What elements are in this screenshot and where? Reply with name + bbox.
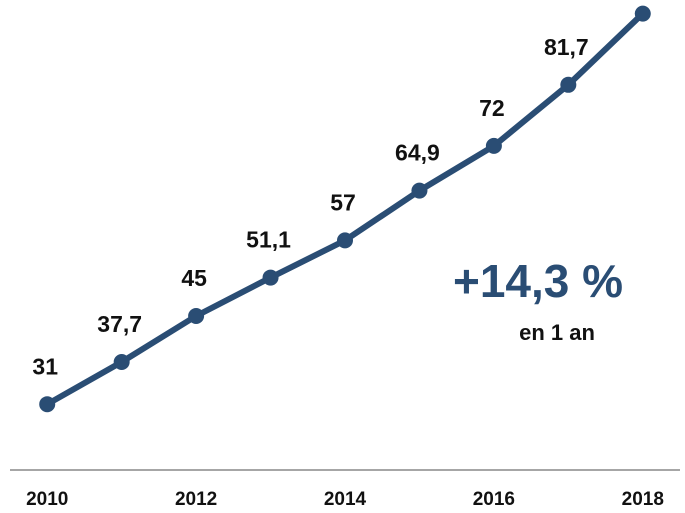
point [485,137,502,154]
point [411,182,428,199]
x-tick-label: 2016 [473,489,515,510]
point [39,396,56,413]
x-tick-label: 2018 [622,489,664,510]
point [560,76,577,93]
point [262,269,279,286]
annotation: +14,3 % [453,255,623,307]
data-label: 64,9 [395,140,440,166]
data-label: 51,1 [246,227,291,253]
data-label: 81,7 [544,34,589,60]
point [337,232,353,249]
x-tick-label: 2012 [175,489,217,510]
point [634,5,651,22]
data-label: 57 [330,189,356,215]
annotation: en 1 an [519,320,595,345]
data-label: 37,7 [97,311,142,337]
data-label: 31 [32,353,58,379]
data-label: 45 [181,265,207,291]
x-tick-label: 2010 [26,489,68,510]
point [188,308,205,324]
data-label: 72 [479,95,505,121]
x-tick-label: 2014 [324,489,367,510]
point [113,353,130,370]
